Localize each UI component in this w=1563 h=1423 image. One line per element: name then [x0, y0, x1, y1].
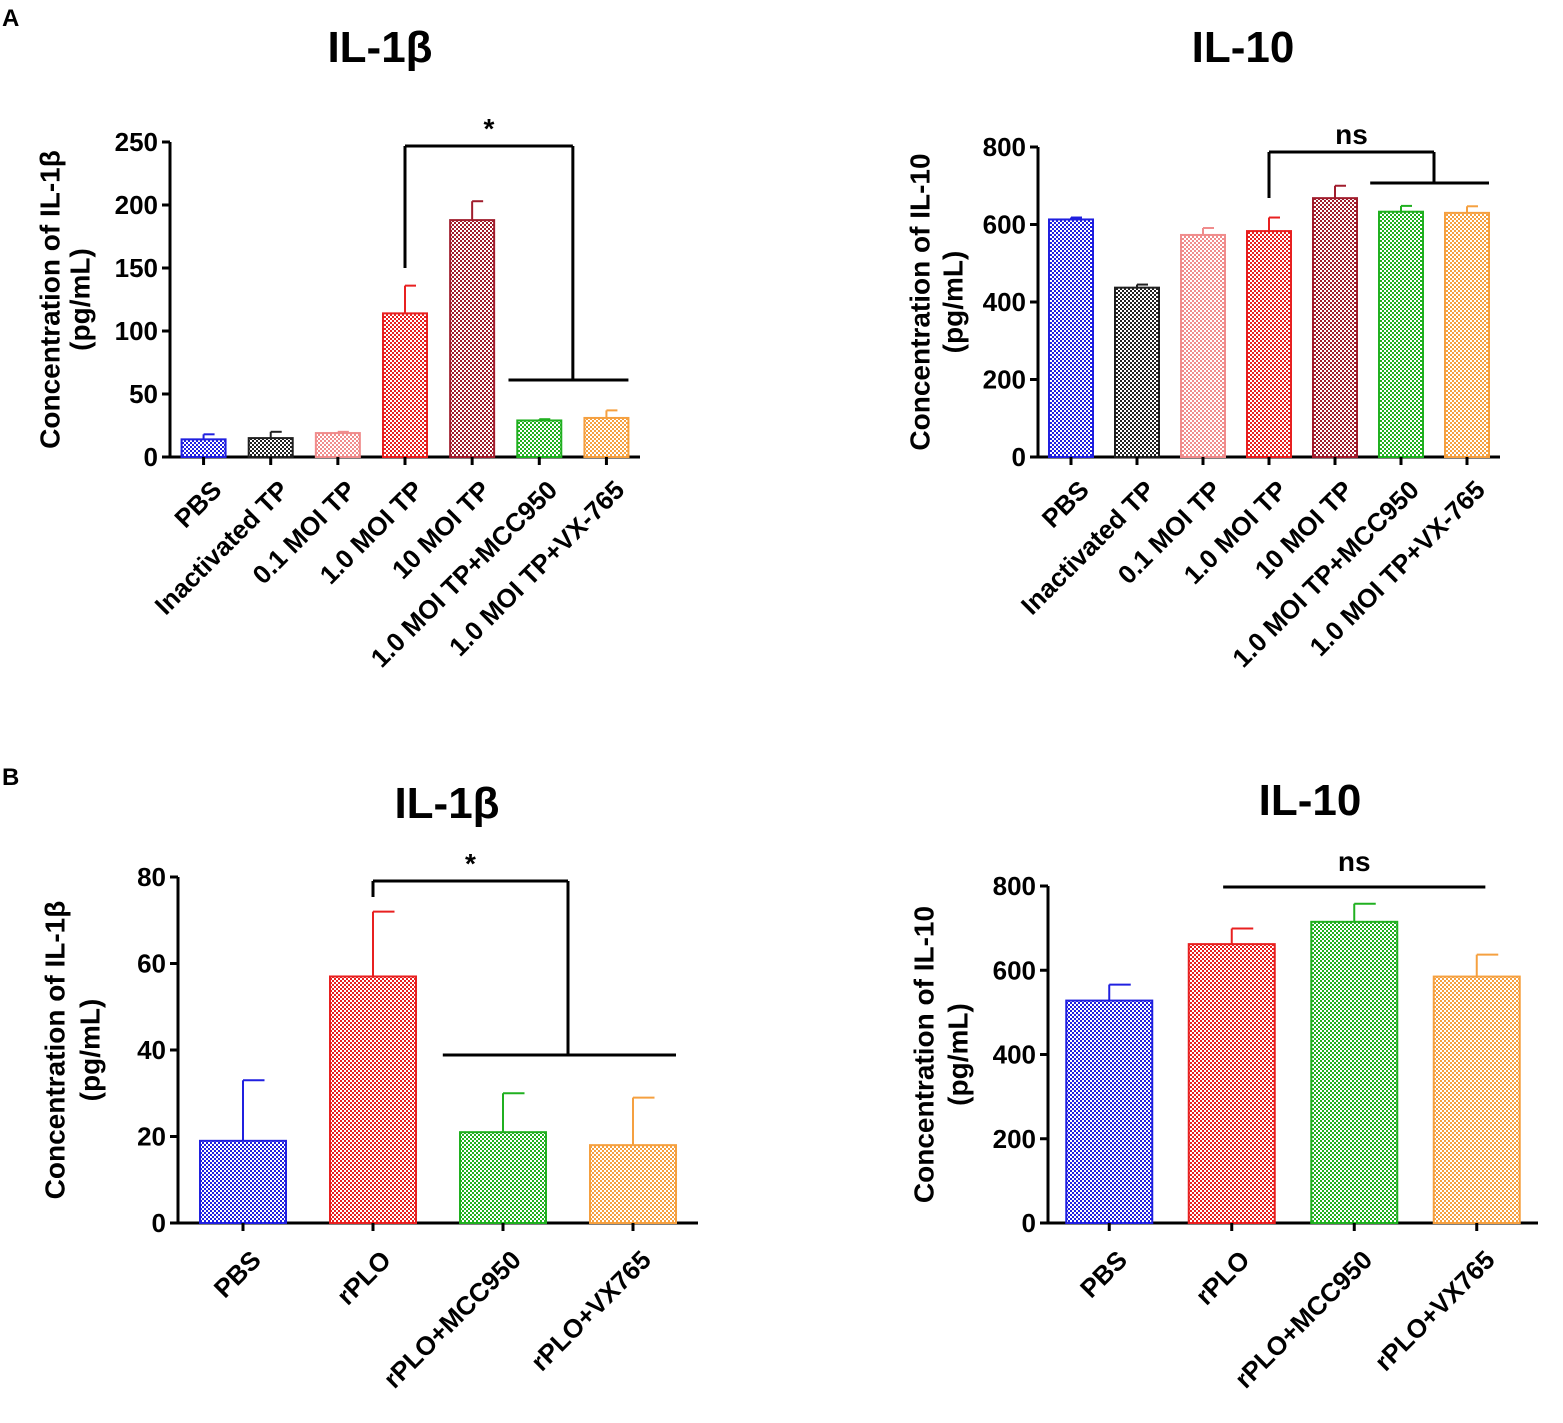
chart-title: IL-10	[1259, 776, 1362, 825]
category-label: rPLO+MCC950	[377, 1245, 526, 1394]
chart-title: IL-10	[1192, 23, 1295, 72]
bar	[1246, 230, 1292, 458]
y-tick-label: 0	[1022, 1208, 1036, 1238]
y-axis-label: Concentration of IL-1β	[39, 901, 70, 1200]
bar	[1310, 920, 1399, 1225]
y-axis-label: Concentration of IL-1β	[34, 150, 65, 449]
bar	[382, 312, 428, 458]
y-tick-label: 20	[137, 1122, 166, 1152]
bar	[1432, 975, 1521, 1224]
significance-label: ns	[1335, 119, 1368, 150]
y-tick-label: 0	[144, 442, 158, 472]
chart-a-il10: IL-10 Concentration of IL-10 (pg/mL) 0 200 40…	[904, 23, 1500, 673]
category-label: rPLO	[331, 1245, 397, 1311]
category-label: rPLO+VX765	[1368, 1245, 1500, 1377]
category-label: rPLO+VX765	[525, 1245, 657, 1377]
bar	[314, 432, 361, 458]
bar	[1444, 211, 1490, 458]
y-tick-label: 60	[137, 949, 166, 979]
bar	[1065, 999, 1154, 1225]
bar	[583, 416, 630, 459]
y-tick-label: 250	[115, 127, 158, 157]
chart-a-il1b: IL-1β Concentration of IL-1β (pg/mL) 0 50 100…	[34, 23, 640, 673]
y-axis-label: (pg/mL)	[74, 999, 105, 1102]
bar	[1114, 286, 1160, 458]
chart-b-il10: IL-10 Concentration of IL-10 (pg/mL) 0 200 40…	[908, 776, 1538, 1394]
category-label: PBS	[1074, 1245, 1133, 1304]
significance-label: *	[465, 848, 476, 879]
bar	[1048, 218, 1094, 458]
y-axis-label: (pg/mL)	[64, 248, 95, 351]
y-tick-label: 80	[137, 862, 166, 892]
y-tick-label: 600	[983, 210, 1026, 240]
y-tick-label: 800	[993, 871, 1036, 901]
bar	[589, 1144, 677, 1225]
y-tick-label: 400	[993, 1040, 1036, 1070]
y-tick-label: 40	[137, 1035, 166, 1065]
category-label: rPLO	[1189, 1245, 1255, 1311]
chart-b-il1b: IL-1β Concentration of IL-1β (pg/mL) 0 20 40 6…	[39, 779, 698, 1394]
bar	[199, 1139, 287, 1224]
bar	[1180, 233, 1226, 458]
y-tick-label: 400	[983, 287, 1026, 317]
y-tick-label: 0	[152, 1208, 166, 1238]
bar	[1187, 943, 1276, 1224]
y-tick-label: 150	[115, 253, 158, 283]
category-label: PBS	[1036, 475, 1095, 534]
bar	[1378, 210, 1424, 458]
bar	[516, 419, 563, 458]
significance-label: *	[483, 113, 494, 144]
y-axis-label: (pg/mL)	[942, 1003, 973, 1106]
y-axis-label: Concentration of IL-10	[904, 153, 935, 450]
y-tick-label: 50	[129, 379, 158, 409]
y-tick-label: 200	[993, 1124, 1036, 1154]
chart-title: IL-1β	[394, 779, 499, 828]
y-tick-label: 0	[1012, 442, 1026, 472]
bar	[247, 437, 294, 459]
bar	[1312, 197, 1358, 458]
significance-label: ns	[1338, 846, 1371, 877]
y-tick-label: 100	[115, 316, 158, 346]
bar	[459, 1131, 547, 1225]
y-tick-label: 200	[115, 190, 158, 220]
bar	[329, 975, 417, 1224]
bar	[180, 438, 227, 458]
panel-letter-a: A	[2, 5, 19, 32]
y-tick-label: 200	[983, 365, 1026, 395]
y-axis-label: (pg/mL)	[937, 251, 968, 354]
panel-letter-b: B	[2, 764, 19, 791]
category-label: PBS	[168, 475, 227, 534]
category-label: PBS	[208, 1245, 267, 1304]
y-axis-label: Concentration of IL-10	[908, 906, 939, 1203]
chart-title: IL-1β	[327, 23, 432, 72]
y-tick-label: 800	[983, 132, 1026, 162]
bar	[449, 219, 496, 458]
y-tick-label: 600	[993, 955, 1036, 985]
